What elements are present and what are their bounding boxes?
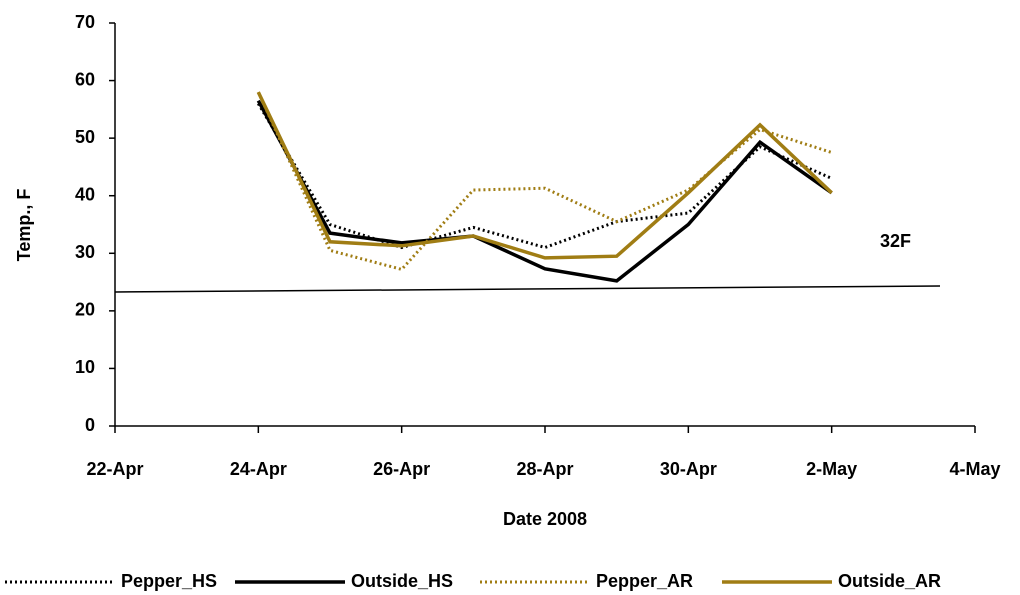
y-axis-label: Temp., F <box>14 189 34 262</box>
y-tick-label: 40 <box>75 184 95 204</box>
x-tick-label: 28-Apr <box>516 459 573 479</box>
reference-line <box>114 285 941 293</box>
y-tick-label: 0 <box>85 415 95 435</box>
y-tick-label: 20 <box>75 300 95 320</box>
legend-label: Outside_AR <box>838 571 941 591</box>
y-tick-label: 50 <box>75 127 95 147</box>
x-tick-label: 24-Apr <box>230 459 287 479</box>
x-tick-label: 4-May <box>949 459 1000 479</box>
y-tick-label: 10 <box>75 357 95 377</box>
legend-label: Outside_HS <box>351 571 453 591</box>
series-line <box>257 102 833 250</box>
legend-label: Pepper_AR <box>596 571 693 591</box>
y-tick-label: 30 <box>75 242 95 262</box>
x-tick-label: 2-May <box>806 459 857 479</box>
y-tick-label: 60 <box>75 69 95 89</box>
x-tick-label: 26-Apr <box>373 459 430 479</box>
y-tick-label: 70 <box>75 12 95 32</box>
series-line <box>256 99 833 283</box>
annotation: 32F <box>880 231 911 251</box>
legend-label: Pepper_HS <box>121 571 217 591</box>
x-tick-label: 30-Apr <box>660 459 717 479</box>
x-tick-label: 22-Apr <box>86 459 143 479</box>
x-axis-label: Date 2008 <box>503 509 587 529</box>
series-line <box>256 91 833 260</box>
